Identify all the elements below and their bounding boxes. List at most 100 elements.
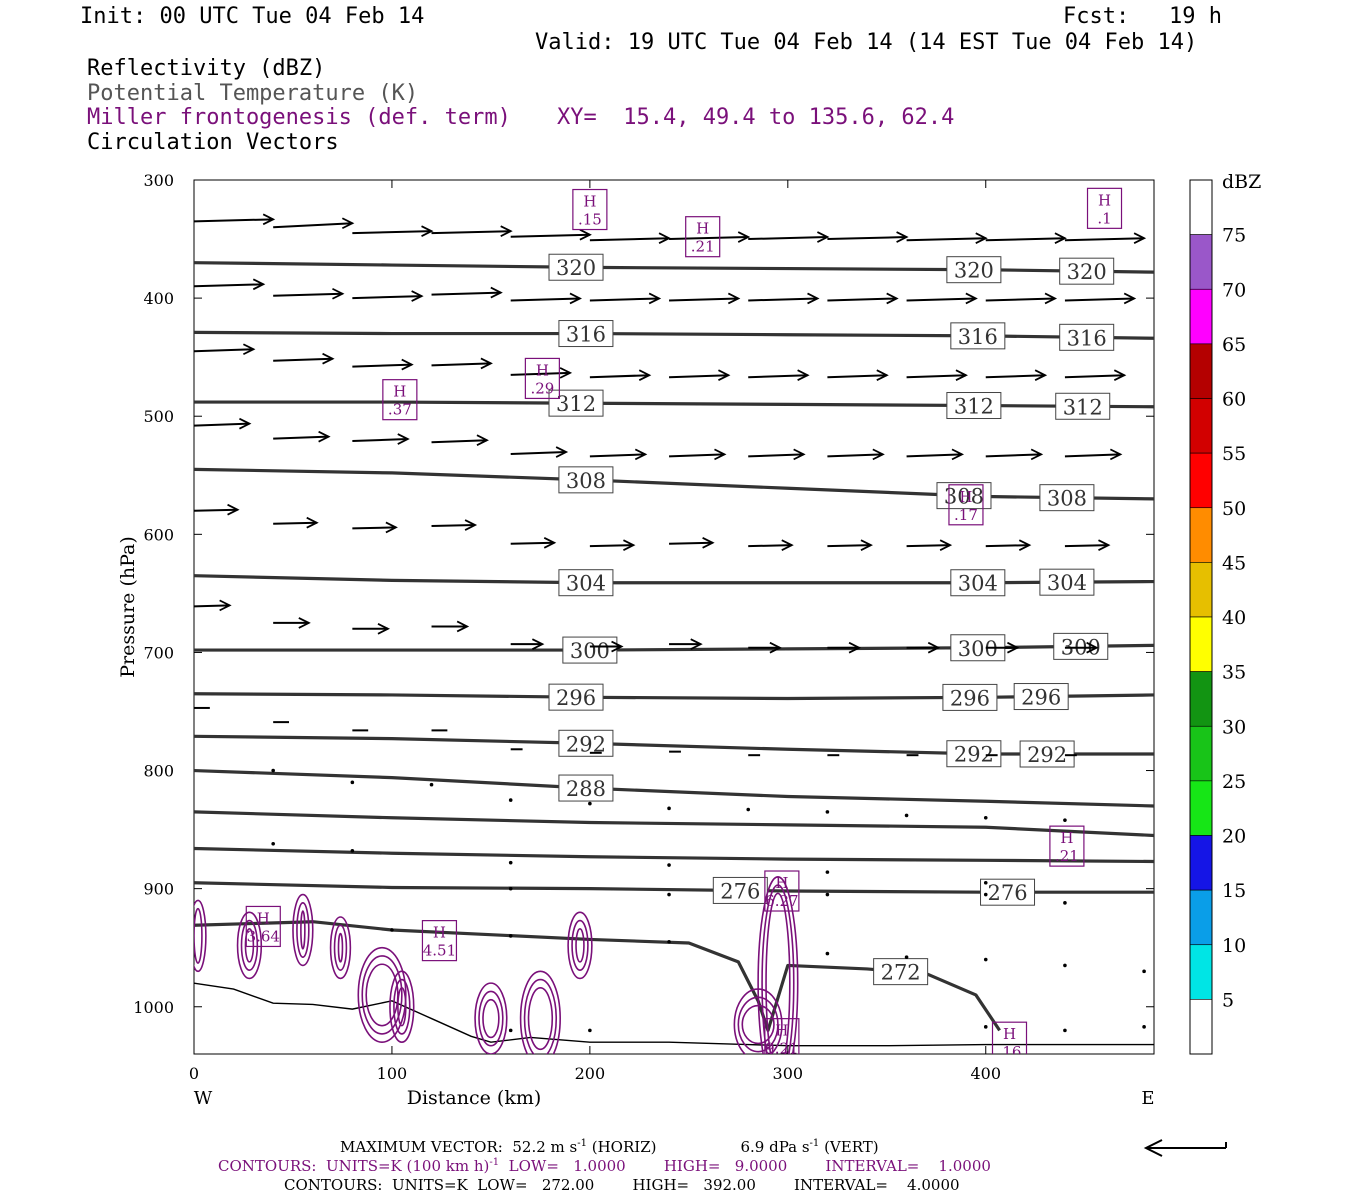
vector-dot <box>271 768 275 773</box>
theta-label-box <box>1053 632 1109 660</box>
miller-contour <box>357 946 407 1043</box>
vector-head <box>421 225 434 237</box>
vector-head <box>638 369 652 382</box>
colorbar-level-label: 15 <box>1222 880 1246 902</box>
theta-label-box <box>548 683 604 711</box>
theta-label-box <box>946 740 1002 768</box>
colorbar-level-label: 30 <box>1222 716 1246 738</box>
vector-dot <box>904 955 909 959</box>
colorbar-level-label: 50 <box>1222 498 1246 520</box>
circulation-vector <box>985 453 1042 458</box>
colorbar-level-label: 70 <box>1222 279 1246 301</box>
vector-head <box>322 352 335 365</box>
vector-head <box>332 287 345 300</box>
circulation-vector <box>748 297 818 302</box>
circulation-vector <box>431 230 511 235</box>
theta-label: 276 <box>720 879 760 903</box>
colorbar-level-label: 40 <box>1222 607 1246 629</box>
vector-head <box>480 357 493 370</box>
colorbar-segment <box>1189 780 1213 836</box>
circulation-vector <box>589 453 646 458</box>
theta-label: 304 <box>566 572 606 596</box>
theta-label-box <box>950 569 1006 597</box>
miller-max-h: H <box>536 361 549 379</box>
vector-head <box>896 231 909 243</box>
theta-label-box <box>950 634 1006 662</box>
vector-head <box>252 278 266 291</box>
x-tick-label: 200 <box>575 1064 606 1083</box>
miller-contour <box>337 932 344 963</box>
miller-max-h: H <box>1003 1025 1016 1043</box>
circulation-vector <box>1064 544 1109 548</box>
miller-contour <box>761 884 795 1054</box>
vector-dot <box>1142 1025 1146 1029</box>
colorbar-segment <box>1189 179 1213 235</box>
theta-label-box <box>946 392 1002 420</box>
max-vector-line: MAXIMUM VECTOR: 52.2 m s-1 (HORIZ) 6.9 dP… <box>340 1138 879 1156</box>
plot-frame <box>193 179 1155 1055</box>
vector-head <box>531 638 545 650</box>
miller-max-box <box>948 484 984 526</box>
vector-head <box>965 292 978 305</box>
miller-contour <box>194 907 203 964</box>
theta-label-box <box>1039 568 1095 596</box>
circulation-vector <box>510 541 555 545</box>
vector-dot <box>1063 1028 1067 1033</box>
vector-head <box>860 539 873 551</box>
circulation-vector <box>1064 453 1121 458</box>
max-vector-vert: 6.9 dPa s <box>740 1138 810 1156</box>
circulation-vector <box>273 357 333 362</box>
vector-dot <box>904 813 909 818</box>
miller-contour <box>397 987 407 1027</box>
vector-head <box>872 448 885 461</box>
circulation-vector <box>827 236 907 241</box>
colorbar-level-label: 65 <box>1222 334 1246 356</box>
theta-label-box <box>712 876 768 904</box>
max-vector-horiz: MAXIMUM VECTOR: 52.2 m s <box>340 1138 578 1156</box>
vector-head <box>1133 232 1147 245</box>
miller-contour <box>474 982 508 1054</box>
theta-label-box <box>873 958 929 986</box>
circulation-vector <box>194 508 238 512</box>
circulation-vector <box>748 453 804 458</box>
circulation-vector <box>510 371 571 376</box>
miller-contour <box>296 902 310 958</box>
x-west-label: W <box>194 1088 213 1109</box>
miller-max-box <box>421 920 458 962</box>
circulation-vector <box>748 544 792 548</box>
circulation-vector <box>273 222 353 229</box>
vector-head <box>886 292 899 305</box>
vector-head <box>385 521 398 534</box>
theta-label-box <box>1059 257 1115 285</box>
theta-label: 300 <box>958 637 998 661</box>
circulation-vector <box>273 292 343 297</box>
vector-head <box>242 343 256 356</box>
circulation-vector <box>748 236 828 241</box>
theta-contour-308 <box>194 467 1154 501</box>
vector-dot <box>1142 969 1146 974</box>
miller-contour <box>527 987 554 1051</box>
miller-max-value: 4.51 <box>423 942 456 960</box>
miller-contour <box>361 955 403 1035</box>
colorbar-title: dBZ <box>1222 171 1261 193</box>
circulation-vector <box>827 297 897 302</box>
vector-dot <box>508 1028 513 1033</box>
sup-horiz: -1 <box>577 1138 587 1149</box>
max-vector-horiz-unit: (HORIZ) <box>586 1138 657 1156</box>
miller-max-h: H <box>959 488 972 506</box>
x-tick-label: 0 <box>189 1064 199 1083</box>
y-tick-label: 500 <box>143 407 174 426</box>
miller-max-h: H <box>775 874 788 892</box>
vector-head <box>579 228 592 241</box>
vector-head <box>543 536 557 549</box>
vector-dot <box>983 957 988 962</box>
miller-max-value: .1 <box>1097 209 1111 227</box>
vector-head <box>690 638 703 650</box>
miller-range: LOW= 1.0000 HIGH= 9.0000 INTERVAL= 1.000… <box>499 1157 991 1175</box>
theta-label-box <box>562 636 618 664</box>
vector-dot <box>508 798 513 802</box>
terrain-line <box>194 982 1154 1047</box>
theta-label-box <box>1013 683 1069 711</box>
theta-label: 304 <box>1047 571 1087 595</box>
theta-label-box <box>558 466 614 494</box>
